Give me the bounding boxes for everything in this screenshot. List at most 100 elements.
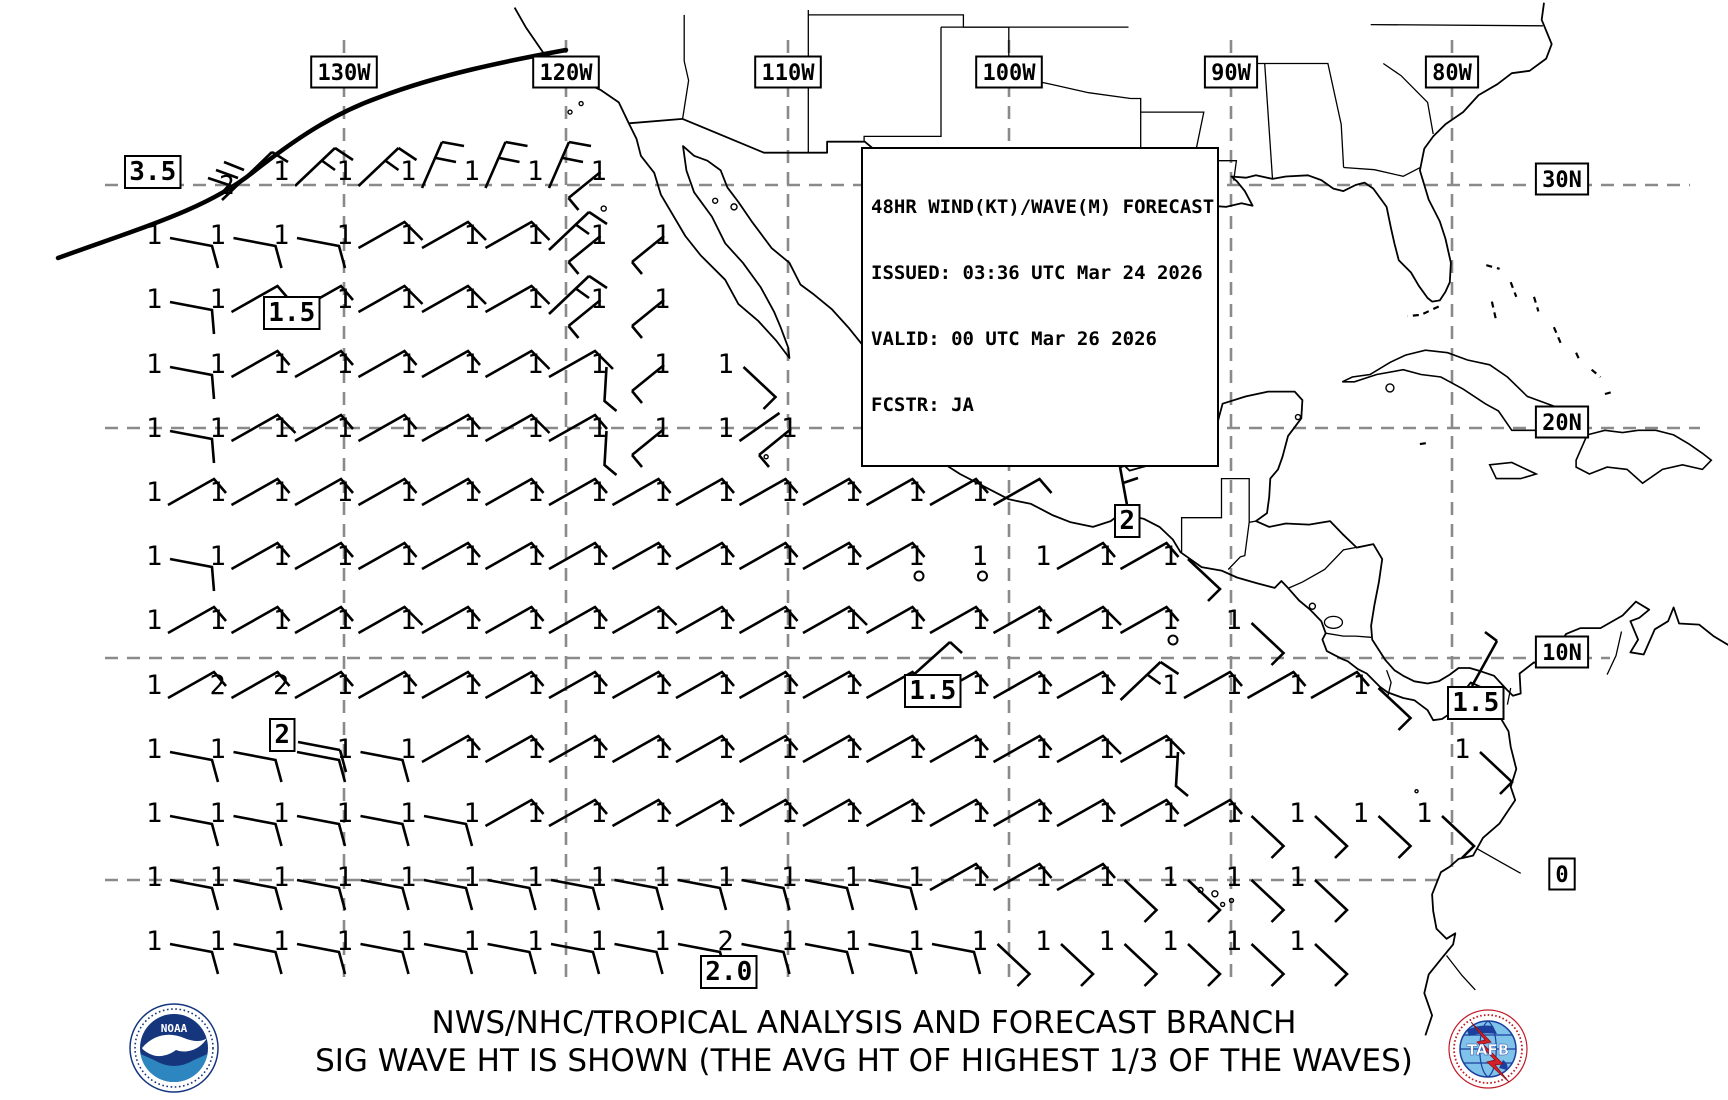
- political-border-path: [1227, 522, 1250, 570]
- small-island: [1385, 383, 1395, 393]
- wind-barb-icon: [230, 477, 291, 507]
- wind-barb-icon: [1145, 672, 1162, 686]
- wind-barb-icon: [675, 477, 735, 507]
- wave-value-box: [700, 955, 758, 989]
- wind-barb-icon: [296, 236, 347, 269]
- wind-barb-icon: [294, 349, 354, 379]
- wind-barb-icon: [421, 541, 481, 571]
- political-border-path: [1385, 669, 1392, 698]
- wind-barb-icon: [169, 429, 216, 464]
- wave-value-box: [1114, 504, 1141, 538]
- wave-height-value: 1: [337, 413, 353, 444]
- wave-height-value: 1: [718, 862, 734, 893]
- wind-barb-icon: [603, 430, 618, 476]
- wave-height-value: 1: [464, 413, 480, 444]
- wind-barb-icon: [675, 605, 735, 635]
- wind-barb-icon: [357, 670, 418, 700]
- wave-height-value: 1: [908, 926, 924, 957]
- wave-height-value: 1: [337, 541, 353, 572]
- wind-barb-icon: [1123, 879, 1159, 923]
- wind-barb-icon: [360, 814, 410, 847]
- wave-height-value: 1: [527, 477, 543, 508]
- wind-barb-icon: [1377, 815, 1413, 859]
- wave-height-value: 1: [146, 541, 162, 572]
- wave-height-value: 1: [781, 605, 797, 636]
- wind-barb-icon: [294, 605, 354, 635]
- wave-height-value: 1: [845, 477, 861, 508]
- wind-barb-icon: [441, 140, 465, 148]
- wave-height-value: 1: [1226, 926, 1242, 957]
- wind-barb-icon: [631, 454, 643, 468]
- wind-barb-icon: [233, 750, 283, 783]
- wave-height-value: 1: [527, 220, 543, 251]
- wave-height-value: 1: [654, 926, 670, 957]
- political-border-path: [1343, 166, 1421, 177]
- wind-barb-icon: [992, 862, 1053, 892]
- wave-height-value: 1: [273, 477, 289, 508]
- wind-barb-icon: [296, 750, 347, 783]
- wave-height-value: 1: [1289, 926, 1305, 957]
- wind-barb-icon: [611, 670, 672, 700]
- wave-height-value: 1: [654, 349, 670, 380]
- wave-height-value: 1: [400, 220, 416, 251]
- wave-height-value: 1: [146, 862, 162, 893]
- wave-height-value: 1: [400, 156, 416, 187]
- wind-barb-icon: [357, 605, 424, 635]
- wind-barb-icon: [567, 170, 602, 200]
- wind-barb-icon: [574, 286, 590, 300]
- wave-height-value: 1: [908, 541, 924, 572]
- wind-barb-icon: [548, 211, 590, 251]
- wind-barb-icon: [611, 734, 672, 764]
- wave-height-value: 1: [845, 926, 861, 957]
- wave-height-value: 1: [591, 220, 607, 251]
- wind-barb-icon: [233, 814, 283, 847]
- wave-height-value: 1: [1353, 798, 1369, 829]
- wind-barb-icon: [868, 942, 918, 975]
- wave-height-value: 1: [464, 734, 480, 765]
- wave-height-value: 1: [210, 413, 226, 444]
- wind-barb-icon: [357, 541, 418, 571]
- wind-barb-icon: [423, 878, 474, 911]
- wind-barb-icon: [294, 413, 354, 443]
- wind-barb-icon: [357, 220, 424, 250]
- wind-barb-icon: [547, 141, 571, 189]
- wave-height-value: 1: [781, 413, 797, 444]
- longitude-label: 100W: [983, 61, 1037, 86]
- wind-barb-icon: [421, 477, 481, 507]
- latitude-label-box: [1548, 857, 1576, 891]
- wave-height-value: 2: [273, 670, 289, 701]
- wind-barb-icon: [357, 349, 418, 379]
- longitude-label-box: [975, 55, 1043, 89]
- wave-height-value: 1: [527, 670, 543, 701]
- wind-barb-icon: [357, 477, 418, 507]
- wave-height-value: 1: [591, 926, 607, 957]
- wind-barb-icon: [804, 878, 855, 911]
- wind-barb-icon: [1246, 670, 1307, 700]
- political-border-path: [1445, 955, 1476, 991]
- wind-barb-icon: [421, 284, 487, 314]
- wave-height-value: 1: [591, 284, 607, 315]
- wind-barb-icon: [614, 942, 664, 975]
- wave-value-box: [124, 155, 182, 189]
- wind-barb-icon: [550, 878, 601, 911]
- wind-barb-icon: [611, 798, 672, 828]
- wave-height-value: 1: [400, 862, 416, 893]
- wave-height-value: 1: [908, 862, 924, 893]
- noaa-logo-text: NOAA: [161, 1022, 188, 1035]
- wind-barb-icon: [505, 140, 528, 148]
- wave-height-value: 1: [972, 670, 988, 701]
- wind-barb-icon: [420, 141, 444, 189]
- wave-height-value: 1: [1289, 798, 1305, 829]
- political-border-path: [1606, 631, 1623, 675]
- small-island: [600, 205, 607, 212]
- wave-height-value: 1: [464, 926, 480, 957]
- wave-height-value: 1: [464, 862, 480, 893]
- wave-height-value: 1: [1035, 541, 1051, 572]
- wave-height-value: 1: [781, 798, 797, 829]
- wave-height-value: 1: [337, 477, 353, 508]
- wave-height-value: 1: [210, 541, 226, 572]
- longitude-label-box: [754, 55, 822, 89]
- island-chain-dashes: [1486, 264, 1500, 270]
- wave-height-value: 1: [718, 541, 734, 572]
- wave-height-value: 1: [591, 605, 607, 636]
